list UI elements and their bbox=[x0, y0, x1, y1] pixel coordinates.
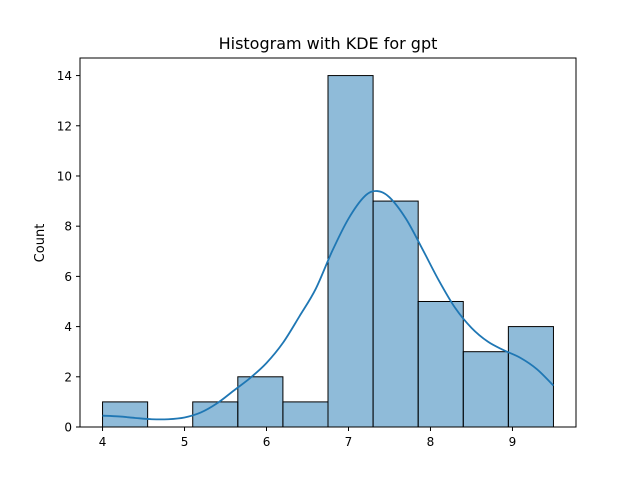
x-axis-ticks: 4 5 6 7 8 9 bbox=[99, 427, 517, 449]
histogram-bar-7 bbox=[417, 300, 464, 428]
chart-title: Histogram with KDE for gpt bbox=[219, 34, 438, 53]
histogram-bar-0 bbox=[102, 401, 149, 428]
y-axis-label: Count bbox=[33, 224, 48, 263]
y-tick-label: 8 bbox=[64, 220, 72, 234]
histogram-bar-9 bbox=[507, 326, 554, 428]
histogram-bar-2 bbox=[192, 401, 239, 428]
histogram-bars bbox=[102, 75, 554, 428]
y-tick-label: 10 bbox=[57, 169, 72, 183]
y-tick-label: 0 bbox=[64, 421, 72, 435]
x-tick-label: 4 bbox=[99, 435, 107, 449]
y-axis-ticks: 0 2 4 6 8 10 12 14 bbox=[57, 69, 80, 435]
histogram-bar-4 bbox=[282, 401, 329, 428]
x-tick-label: 5 bbox=[181, 435, 189, 449]
x-tick-label: 8 bbox=[427, 435, 435, 449]
y-tick-label: 2 bbox=[64, 370, 72, 384]
plot-frame bbox=[79, 57, 577, 428]
x-tick-label: 9 bbox=[509, 435, 517, 449]
x-tick-label: 6 bbox=[263, 435, 271, 449]
kde-curve bbox=[102, 190, 555, 421]
histogram-bar-8 bbox=[462, 351, 509, 428]
x-tick-label: 7 bbox=[345, 435, 353, 449]
y-tick-label: 4 bbox=[64, 320, 72, 334]
histogram-bar-5 bbox=[327, 75, 374, 428]
histogram-bar-6 bbox=[372, 200, 419, 428]
histogram-bar-3 bbox=[237, 376, 284, 428]
y-tick-label: 12 bbox=[57, 119, 72, 133]
y-tick-label: 14 bbox=[57, 69, 72, 83]
y-tick-label: 6 bbox=[64, 270, 72, 284]
